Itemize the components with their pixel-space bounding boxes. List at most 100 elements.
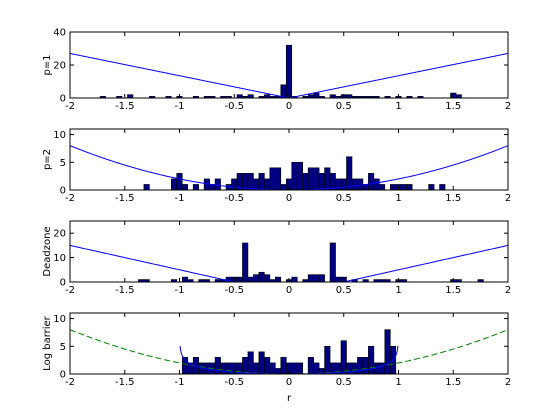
histogram-bar <box>346 156 353 190</box>
histogram-bar <box>280 184 287 190</box>
histogram-bar <box>379 362 386 374</box>
histogram-bar <box>291 362 298 374</box>
x-tick-label: -2 <box>65 101 75 112</box>
histogram-bar <box>220 362 227 374</box>
x-tick-label: 0.5 <box>336 101 352 112</box>
histogram-bar <box>439 184 446 190</box>
histogram-bar <box>296 161 303 190</box>
histogram-bar <box>264 178 271 190</box>
x-tick-label: 2 <box>505 101 511 112</box>
histogram-bar <box>362 357 369 374</box>
subplot-2: -2 -1.5 -1 -0.5 0 0.5 1 1.5 2 0 5 10p=2 <box>42 128 511 204</box>
histogram-bar <box>318 274 325 282</box>
histogram-bar <box>192 184 199 190</box>
histogram-bar <box>242 357 249 374</box>
histogram-bar <box>379 184 386 190</box>
penalty-curve <box>70 52 508 98</box>
histogram-bar <box>291 161 298 190</box>
histogram-bar <box>291 276 298 282</box>
histogram-bar <box>275 167 282 190</box>
histogram-bar <box>258 271 265 282</box>
histogram-bar <box>357 178 364 190</box>
histogram-bar <box>302 173 309 190</box>
histogram-bar <box>214 178 221 190</box>
x-tick-label: -1.5 <box>115 101 135 112</box>
x-tick-label: -1.5 <box>115 377 135 388</box>
penalty-curve <box>70 244 508 282</box>
histogram-bar <box>143 184 150 190</box>
penalty-curve <box>70 145 508 190</box>
x-tick-label: -1 <box>175 101 185 112</box>
histogram-bar <box>307 167 314 190</box>
histogram-bar <box>340 340 347 374</box>
y-tick-label: 10 <box>53 314 66 325</box>
y-tick-label: 0 <box>60 186 66 197</box>
x-tick-label: 0.5 <box>336 193 352 204</box>
histogram-bar <box>181 276 189 282</box>
histogram-bar <box>307 274 314 282</box>
histogram-bar <box>247 351 254 374</box>
x-tick-label: 1.5 <box>445 285 461 296</box>
histogram-bar <box>214 357 221 374</box>
y-tick-label: 0 <box>60 94 66 105</box>
y-axis-label: p=2 <box>42 149 53 170</box>
x-tick-label: -1 <box>175 377 185 388</box>
histogram-bar <box>296 362 303 374</box>
x-tick-label: -0.5 <box>224 101 244 112</box>
histogram-bar <box>176 173 183 190</box>
y-axis-label: Log barrier <box>42 315 53 370</box>
histogram-bar <box>242 173 249 190</box>
x-tick-label: 2 <box>505 193 511 204</box>
histogram-bar <box>406 184 413 190</box>
histogram-bar <box>313 92 320 98</box>
x-tick-label: -1.5 <box>115 285 135 296</box>
plot-area <box>70 44 508 98</box>
x-tick-label: -0.5 <box>224 285 244 296</box>
histogram-bar <box>324 167 331 190</box>
histogram-bar <box>400 184 408 190</box>
histogram-bar <box>264 357 271 374</box>
y-tick-label: 40 <box>53 28 66 39</box>
y-tick-label: 0 <box>60 370 66 381</box>
histogram-bar <box>351 362 358 374</box>
histogram-bar <box>428 184 435 190</box>
histogram-bar <box>253 274 260 282</box>
y-tick-label: 5 <box>60 158 66 169</box>
x-tick-label: 1.5 <box>445 377 461 388</box>
y-tick-label: 10 <box>53 253 66 264</box>
x-tick-label: 0.5 <box>336 377 352 388</box>
plot-area <box>70 329 508 374</box>
y-tick-label: 0 <box>60 278 66 289</box>
histogram-bar <box>236 276 243 282</box>
x-tick-label: 0.5 <box>336 285 352 296</box>
x-tick-label: 1 <box>395 193 401 204</box>
histogram-bar <box>247 173 254 190</box>
x-tick-label: 2 <box>505 377 511 388</box>
x-tick-label: -0.5 <box>224 193 244 204</box>
histogram-bar <box>324 345 331 374</box>
histogram-bar <box>258 173 265 190</box>
histogram-bar <box>253 362 260 374</box>
x-tick-label: -1 <box>175 193 185 204</box>
histogram-bar <box>242 242 249 282</box>
x-tick-label: 1.5 <box>445 101 461 112</box>
histogram-bar <box>269 362 276 374</box>
histogram-bar <box>329 173 336 190</box>
histogram-bar <box>258 351 265 374</box>
histogram-bar <box>351 178 358 190</box>
histogram-bar <box>170 178 178 190</box>
x-axis-label: r <box>287 393 292 404</box>
histogram-bar <box>269 167 276 190</box>
x-tick-label: -2 <box>65 377 75 388</box>
histogram-bar <box>275 276 282 282</box>
x-tick-label: 0 <box>286 101 292 112</box>
x-tick-label: -2 <box>65 193 75 204</box>
histogram-bar <box>357 357 364 374</box>
histogram-bar <box>318 173 325 190</box>
histogram-bar <box>368 345 375 374</box>
x-tick-label: 1.5 <box>445 193 461 204</box>
